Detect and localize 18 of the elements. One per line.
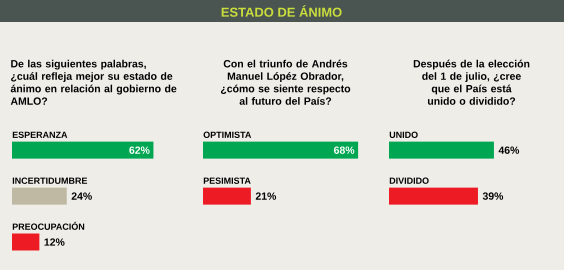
data-label: 68%: [334, 146, 354, 154]
chart-subtitle: Después de la elección del 1 de julio, ¿cree que el País está unido o dividido?: [414, 60, 530, 105]
data-label: 62%: [129, 146, 150, 154]
y-tick-label: INCERTIDUMBRE: [12, 178, 88, 184]
data-label: 39%: [482, 192, 504, 200]
y-tick-label: PESIMISTA: [204, 178, 251, 184]
chart-subtitle: De las siguientes palabras, ¿cuál refleja mejor su estado de ánimo en relación al gobierno de AMLO?: [10, 60, 176, 105]
y-tick-label: OPTIMISTA: [204, 132, 252, 138]
chart-subtitle: Con el triunfo de Andrés Manuel Lópéz Obrador, ¿cómo se siente respecto al futuro del País?: [220, 60, 350, 105]
data-label: 21%: [256, 192, 276, 200]
data-label: 12%: [44, 238, 65, 246]
y-tick-label: UNIDO: [390, 132, 418, 138]
y-tick-label: PREOCUPACIÓN: [12, 222, 84, 230]
y-tick-label: DIVIDIDO: [390, 178, 429, 184]
chart-title: ESTADO DE ÁNIMO: [222, 5, 342, 17]
data-label: 24%: [72, 192, 92, 200]
data-label: 46%: [498, 146, 520, 154]
y-tick-label: ESPERANZA: [12, 132, 68, 138]
